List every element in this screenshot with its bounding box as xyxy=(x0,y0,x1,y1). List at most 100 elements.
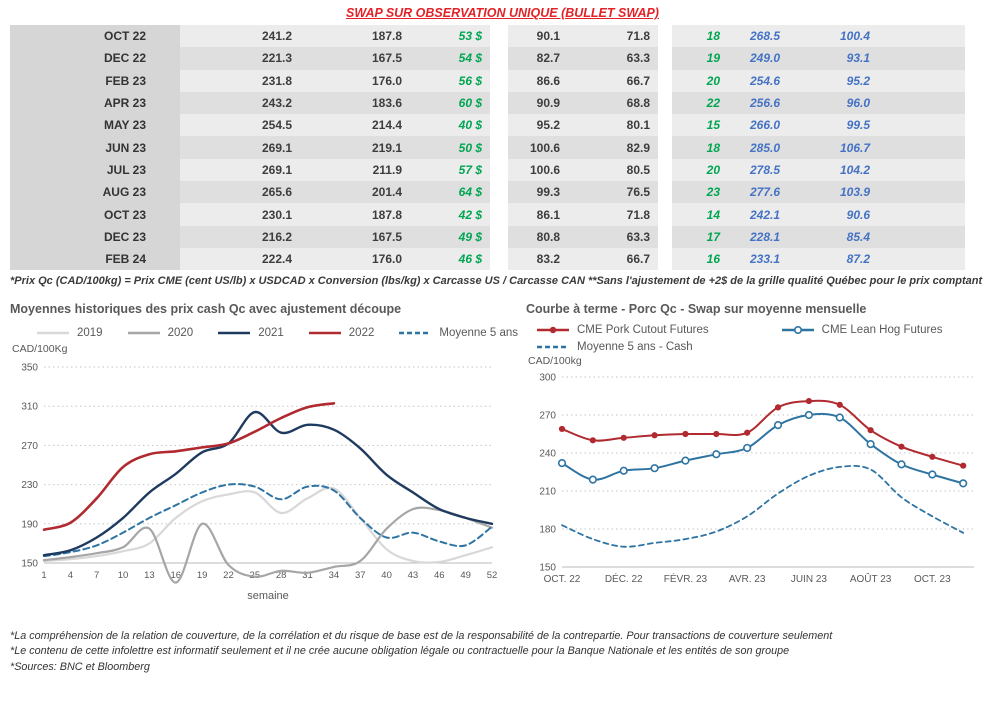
value-cell: 167.5 xyxy=(300,47,410,70)
month-cell: JUN 23 xyxy=(10,136,180,159)
left-chart-title: Moyennes historiques des prix cash Qc av… xyxy=(10,301,402,316)
spacer-cell xyxy=(490,247,508,271)
spacer-cell xyxy=(878,225,965,248)
table-row: DEC 22 221.3 167.5 54 $ 82.7 63.3 19 249.0 93.1 xyxy=(10,47,965,70)
value-cell: 20 xyxy=(672,158,728,182)
legend-item: 2020 xyxy=(127,327,193,339)
value-cell: 285.0 xyxy=(728,136,788,159)
value-cell: 183.6 xyxy=(300,91,410,115)
value-cell: 80.5 xyxy=(568,158,658,182)
value-cell: 71.8 xyxy=(568,25,658,48)
svg-text:22: 22 xyxy=(223,570,234,581)
month-cell: FEB 24 xyxy=(10,247,180,271)
value-cell: 243.2 xyxy=(180,91,300,115)
value-cell: 68.8 xyxy=(568,91,658,115)
spacer-cell xyxy=(658,203,672,226)
value-cell: 268.5 xyxy=(728,25,788,48)
svg-text:34: 34 xyxy=(329,570,340,581)
line-swatch-icon xyxy=(308,331,341,334)
spacer-cell xyxy=(658,225,672,248)
spacer-cell xyxy=(490,25,508,48)
value-cell: 254.5 xyxy=(180,114,300,137)
spacer-cell xyxy=(490,203,508,226)
spacer-cell xyxy=(878,158,965,182)
legend-row: Moyenne 5 ans - Cash xyxy=(536,341,693,353)
value-cell: 201.4 xyxy=(300,181,410,204)
value-cell: 242.1 xyxy=(728,203,788,226)
svg-text:10: 10 xyxy=(118,570,129,581)
svg-text:1: 1 xyxy=(41,570,46,581)
spacer-cell xyxy=(490,158,508,182)
value-cell: 20 xyxy=(672,69,728,92)
svg-text:46: 46 xyxy=(434,570,445,581)
value-cell: 18 xyxy=(672,25,728,48)
table-row: DEC 23 216.2 167.5 49 $ 80.8 63.3 17 228.1 85.4 xyxy=(10,225,965,248)
value-cell: 104.2 xyxy=(788,158,878,182)
spacer-cell xyxy=(490,114,508,137)
value-cell: 278.5 xyxy=(728,158,788,182)
value-cell: 103.9 xyxy=(788,181,878,204)
svg-text:230: 230 xyxy=(21,480,38,491)
spacer-cell xyxy=(490,136,508,159)
value-cell: 14 xyxy=(672,203,728,226)
spacer-cell xyxy=(878,136,965,159)
value-cell: 222.4 xyxy=(180,247,300,271)
spacer-cell xyxy=(658,247,672,271)
value-cell: 90.1 xyxy=(508,25,568,48)
svg-text:310: 310 xyxy=(21,401,38,412)
page-title: SWAP SUR OBSERVATION UNIQUE (BULLET SWAP… xyxy=(346,6,659,20)
month-cell: JUL 23 xyxy=(10,158,180,182)
value-cell: 60 $ xyxy=(410,91,490,115)
value-cell: 187.8 xyxy=(300,203,410,226)
svg-text:OCT. 22: OCT. 22 xyxy=(544,574,581,585)
spacer-cell xyxy=(878,247,965,271)
value-cell: 269.1 xyxy=(180,136,300,159)
value-cell: 93.1 xyxy=(788,47,878,70)
value-cell: 90.9 xyxy=(508,91,568,115)
value-cell: 71.8 xyxy=(568,203,658,226)
svg-text:AVR. 23: AVR. 23 xyxy=(729,574,766,585)
value-cell: 42 $ xyxy=(410,203,490,226)
svg-text:16: 16 xyxy=(170,570,181,581)
spacer-cell xyxy=(658,25,672,48)
svg-text:40: 40 xyxy=(381,570,392,581)
table-row: MAY 23 254.5 214.4 40 $ 95.2 80.1 15 266.0 99.5 xyxy=(10,114,965,137)
spacer-cell xyxy=(878,203,965,226)
line-dot-swatch-icon xyxy=(537,326,569,333)
value-cell: 80.8 xyxy=(508,225,568,248)
value-cell: 106.7 xyxy=(788,136,878,159)
dash-swatch-icon xyxy=(399,331,432,334)
value-cell: 86.6 xyxy=(508,69,568,92)
svg-text:13: 13 xyxy=(144,570,155,581)
svg-text:270: 270 xyxy=(21,441,38,452)
legend-label: 2021 xyxy=(258,326,284,339)
table-row: JUL 23 269.1 211.9 57 $ 100.6 80.5 20 278.5 104.… xyxy=(10,158,965,182)
legend-item: Moyenne 5 ans xyxy=(398,327,518,339)
spacer-cell xyxy=(490,225,508,248)
svg-text:150: 150 xyxy=(539,562,556,573)
value-cell: 187.8 xyxy=(300,25,410,48)
spacer-cell xyxy=(878,114,965,137)
swap-table: OCT 22 241.2 187.8 53 $90.1 71.8 18 268.5 100.4… xyxy=(10,25,965,271)
line-swatch-icon xyxy=(37,331,69,334)
value-cell: 17 xyxy=(672,225,728,248)
value-cell: 167.5 xyxy=(300,225,410,248)
svg-text:270: 270 xyxy=(539,410,556,421)
svg-text:28: 28 xyxy=(276,570,287,581)
value-cell: 96.0 xyxy=(788,91,878,115)
value-cell: 46 $ xyxy=(410,247,490,271)
month-cell: DEC 22 xyxy=(10,47,180,70)
table-footnote: *Prix Qc (CAD/100kg) = Prix CME (cent US… xyxy=(10,275,983,288)
value-cell: 249.0 xyxy=(728,47,788,70)
value-cell: 82.9 xyxy=(568,136,658,159)
svg-text:150: 150 xyxy=(21,558,38,569)
line-circle-swatch-icon xyxy=(781,325,814,334)
value-cell: 87.2 xyxy=(788,247,878,271)
value-cell: 64 $ xyxy=(410,181,490,204)
value-cell: 22 xyxy=(672,91,728,115)
value-cell: 16 xyxy=(672,247,728,271)
historical-prices-chart: 150 190 230 270 310 350 1 4 7 10 13 16 19 22 25 28 31 34 3… xyxy=(12,343,497,602)
spacer-cell xyxy=(490,91,508,115)
historical-prices-panel: Moyennes historiques des prix cash Qc av… xyxy=(10,301,518,603)
